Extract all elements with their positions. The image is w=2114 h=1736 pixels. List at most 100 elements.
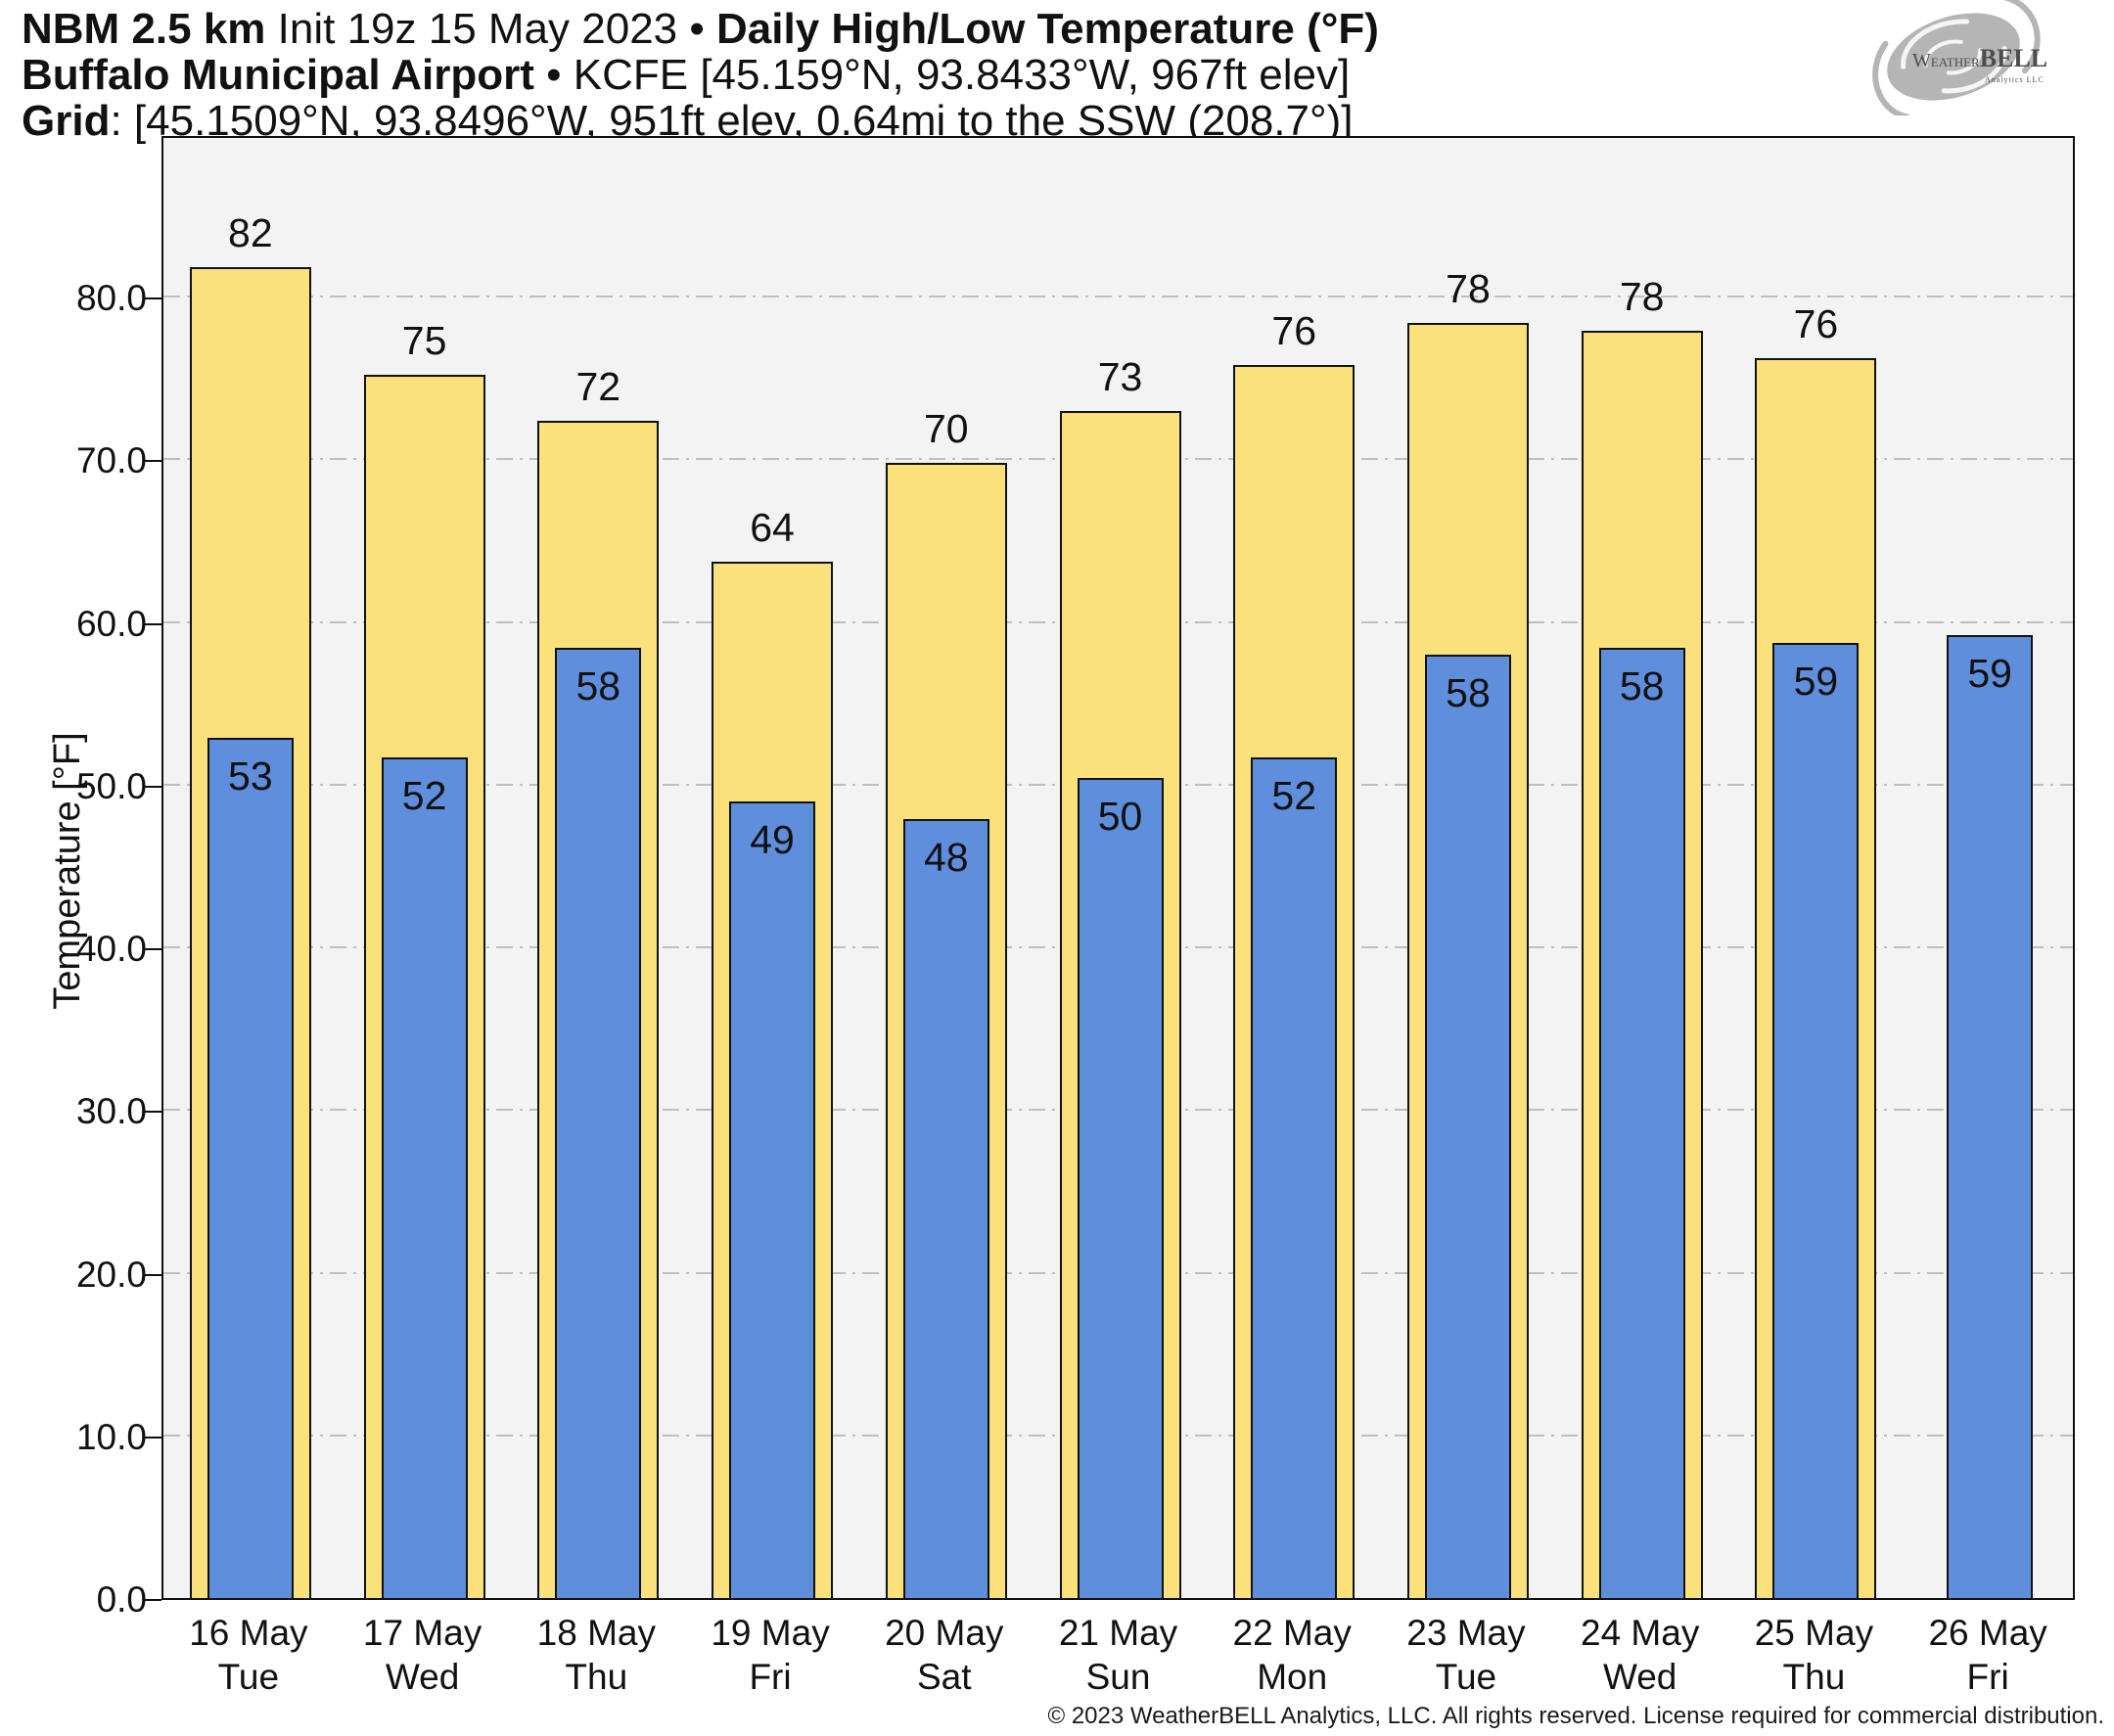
y-tick-mark (144, 1273, 161, 1276)
high-temp-label: 78 (1446, 265, 1491, 311)
x-tick-date: 18 May (536, 1613, 656, 1653)
low-temp-bar (729, 800, 816, 1598)
low-temp-label: 58 (1446, 669, 1491, 715)
high-temp-label: 64 (750, 505, 795, 551)
header-text-segment: Grid (22, 97, 111, 145)
x-tick-weekday: Wed (1602, 1657, 1677, 1697)
y-tick-label: 80.0 (75, 278, 147, 319)
y-tick-mark (144, 785, 161, 788)
low-temp-label: 49 (750, 816, 795, 862)
x-tick-date: 17 May (362, 1613, 483, 1653)
low-temp-bar (902, 818, 989, 1598)
high-temp-label: 76 (1271, 308, 1317, 354)
low-temp-label: 50 (1097, 794, 1143, 840)
low-temp-label: 59 (1793, 659, 1839, 705)
high-temp-label: 76 (1793, 301, 1839, 347)
x-tick-date: 16 May (189, 1613, 308, 1653)
copyright-text: © 2023 WeatherBELL Analytics, LLC. All r… (1047, 1703, 2104, 1729)
x-tick-weekday: Sat (916, 1657, 972, 1697)
x-tick-weekday: Wed (385, 1657, 460, 1697)
title-line-2: Buffalo Municipal Airport • KCFE [45.159… (22, 52, 1379, 98)
y-tick-label: 30.0 (75, 1091, 147, 1132)
header-text-segment: • KCFE [45.159°N, 93.8433°W, 967ft elev] (533, 51, 1351, 99)
x-tick-weekday: Sun (1085, 1657, 1151, 1697)
x-tick-label: 17 May Wed (336, 1611, 510, 1699)
low-temp-label: 58 (1619, 663, 1665, 709)
low-temp-bar (1947, 634, 2034, 1598)
logo-wordmark: WEATHERBELL (1912, 44, 2047, 72)
x-tick-label: 24 May Wed (1553, 1611, 1727, 1699)
header-text-segment: Init 19z 15 May 2023 (265, 5, 690, 53)
low-temp-bar (1251, 756, 1338, 1598)
gridline (163, 296, 2073, 298)
y-tick-mark (144, 460, 161, 463)
x-tick-label: 20 May Sat (857, 1611, 1032, 1699)
header-text-segment: NBM 2.5 km (22, 5, 266, 53)
x-tick-date: 23 May (1406, 1613, 1526, 1653)
x-tick-weekday: Fri (749, 1657, 792, 1697)
y-tick-label: 50.0 (75, 765, 147, 806)
low-temp-label: 58 (575, 663, 621, 709)
y-tick-label: 20.0 (75, 1254, 147, 1295)
y-tick-label: 10.0 (75, 1416, 147, 1457)
low-temp-bar (207, 737, 294, 1598)
low-temp-label: 53 (228, 753, 273, 799)
x-tick-weekday: Tue (1435, 1657, 1497, 1697)
x-tick-label: 21 May Sun (1032, 1611, 1206, 1699)
x-tick-date: 24 May (1581, 1613, 1700, 1653)
x-tick-weekday: Tue (217, 1657, 280, 1697)
x-tick-label: 18 May Thu (509, 1611, 683, 1699)
low-temp-bar (1424, 654, 1511, 1598)
y-tick-label: 60.0 (75, 603, 147, 644)
x-tick-label: 26 May Fri (1901, 1611, 2075, 1699)
low-temp-bar (1772, 643, 1860, 1598)
header-text-segment: Daily High/Low Temperature (°F) (716, 5, 1379, 53)
x-tick-label: 22 May Mon (1205, 1611, 1379, 1699)
high-temp-label: 72 (575, 363, 621, 409)
low-temp-bar (1077, 778, 1164, 1598)
x-tick-date: 22 May (1232, 1613, 1352, 1653)
x-tick-date: 21 May (1058, 1613, 1178, 1653)
x-tick-date: 26 May (1928, 1613, 2047, 1653)
y-tick-mark (144, 297, 161, 300)
x-tick-date: 19 May (711, 1613, 830, 1653)
header-text-segment: • (689, 5, 716, 53)
low-temp-label: 52 (401, 772, 447, 818)
x-tick-weekday: Fri (1966, 1657, 2009, 1697)
low-temp-bar (381, 756, 468, 1598)
x-tick-label: 16 May Tue (161, 1611, 336, 1699)
x-tick-label: 19 May Fri (683, 1611, 857, 1699)
low-temp-bar (1598, 648, 1685, 1598)
x-tick-weekday: Mon (1257, 1657, 1328, 1697)
weatherbell-logo: WEATHERBELL Analytics LLC (1872, 0, 2047, 115)
low-temp-label: 52 (1271, 772, 1317, 818)
high-temp-label: 82 (228, 210, 273, 256)
y-tick-mark (144, 948, 161, 951)
x-tick-weekday: Thu (565, 1657, 628, 1697)
low-temp-label: 48 (923, 834, 969, 880)
y-tick-mark (144, 1111, 161, 1114)
x-tick-date: 25 May (1754, 1613, 1874, 1653)
high-temp-label: 70 (923, 405, 969, 451)
low-temp-label: 59 (1967, 650, 2012, 696)
high-temp-label: 73 (1097, 353, 1143, 399)
y-tick-mark (144, 622, 161, 625)
title-line-1: NBM 2.5 km Init 19z 15 May 2023 • Daily … (22, 6, 1379, 52)
y-tick-label: 0.0 (96, 1579, 147, 1620)
plot-area: 82 53 75 52 72 58 64 49 70 48 73 50 76 52 78 58 78 58 76 59… (161, 136, 2075, 1600)
y-axis-title: Temperature [°F] (47, 732, 88, 1010)
y-tick-label: 70.0 (75, 440, 147, 481)
x-tick-weekday: Thu (1782, 1657, 1846, 1697)
y-tick-mark (144, 1599, 161, 1601)
high-temp-label: 75 (401, 318, 447, 363)
y-tick-label: 40.0 (75, 929, 147, 970)
high-temp-label: 78 (1619, 274, 1665, 320)
hurricane-swirl-icon (1872, 0, 2041, 115)
x-tick-date: 20 May (885, 1613, 1004, 1653)
x-tick-label: 23 May Tue (1379, 1611, 1553, 1699)
low-temp-bar (555, 648, 642, 1598)
header-text-segment: Buffalo Municipal Airport (22, 51, 534, 99)
chart-header: NBM 2.5 km Init 19z 15 May 2023 • Daily … (22, 6, 1379, 144)
y-tick-mark (144, 1436, 161, 1439)
